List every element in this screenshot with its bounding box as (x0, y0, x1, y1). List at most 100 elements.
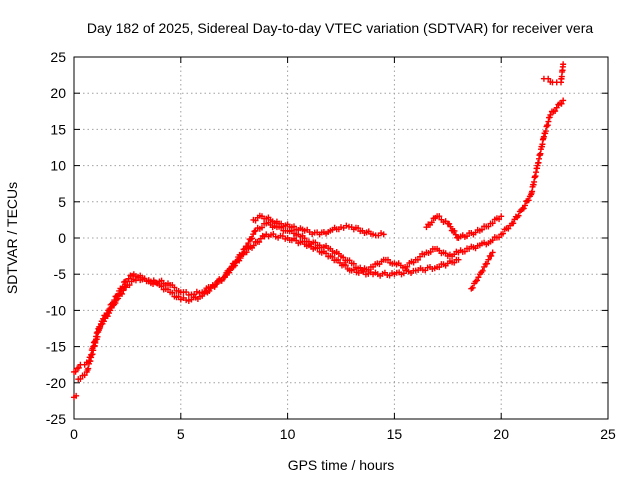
data-point-fill (104, 313, 111, 320)
data-point-fill (488, 252, 495, 259)
data-point-fill (447, 223, 454, 230)
data-point-fill (237, 255, 244, 262)
data-point-fill (81, 372, 88, 379)
data-point-fill (478, 226, 485, 233)
y-axis-label: SDTVAR / TECUs (4, 182, 20, 294)
data-point-fill (427, 248, 434, 255)
data-point (380, 231, 387, 238)
data-point-fill (91, 342, 98, 349)
data-point (455, 256, 462, 263)
data-point-fill (451, 227, 458, 234)
data-point (96, 325, 103, 332)
data-point-fill (108, 304, 115, 311)
x-tick-label: 20 (493, 426, 509, 442)
data-point-fill (126, 282, 133, 289)
data-point-fill (384, 256, 391, 263)
y-tick-label: -20 (46, 375, 66, 391)
data-point-fill (169, 289, 176, 296)
data-point-fill (475, 274, 482, 281)
y-tick-label: 20 (50, 85, 66, 101)
data-point-fill (218, 277, 225, 284)
data-point-fill (520, 205, 527, 212)
data-point-fill (158, 283, 165, 290)
data-point-fill (119, 290, 126, 297)
data-point-fill (473, 277, 480, 284)
data-point-fill (77, 375, 84, 382)
data-point-fill (428, 219, 435, 226)
y-axis: -25 -20 -15 -10 -5 0 5 10 15 20 25 (46, 49, 608, 427)
data-point-fill (436, 213, 443, 220)
y-tick-label: 10 (50, 158, 66, 174)
data-point-fill (525, 197, 532, 204)
data-point-fill (94, 333, 101, 340)
data-point-fill (522, 202, 529, 209)
data-point-fill (90, 347, 97, 354)
data-point (92, 339, 99, 346)
x-tick-label: 25 (600, 426, 616, 442)
data-point (73, 392, 80, 399)
data-point (545, 75, 552, 82)
chart-title: Day 182 of 2025, Sidereal Day-to-day VTE… (87, 20, 593, 36)
data-point-fill (87, 358, 94, 365)
data-point-fill (505, 225, 512, 232)
x-axis: 0 5 10 15 20 25 (70, 57, 616, 442)
data-point-fill (106, 310, 113, 317)
y-tick-label: 15 (50, 121, 66, 137)
data-point-fill (329, 253, 336, 260)
data-point-fill (226, 269, 233, 276)
y-tick-label: 0 (58, 230, 66, 246)
y-tick-label: -5 (54, 266, 67, 282)
data-point-fill (89, 351, 96, 358)
data-point-fill (301, 235, 308, 242)
data-point-fill (323, 250, 330, 257)
data-point-fill (489, 237, 496, 244)
data-point-fill (250, 242, 257, 249)
x-tick-label: 0 (70, 426, 78, 442)
data-point-fill (485, 223, 492, 230)
data-point-fill (469, 284, 476, 291)
y-tick-label: 25 (50, 49, 66, 65)
data-point-fill (464, 233, 471, 240)
data-point-fill (335, 256, 342, 263)
y-tick-label: -10 (46, 302, 66, 318)
data-point-fill (72, 368, 79, 375)
data-point-fill (404, 263, 411, 270)
data-point-fill (231, 262, 238, 269)
data-point (485, 256, 492, 263)
data-point (560, 61, 567, 68)
data-point-fill (221, 273, 228, 280)
data-point-fill (213, 281, 220, 288)
x-tick-label: 5 (177, 426, 185, 442)
x-tick-label: 15 (387, 426, 403, 442)
data-point-fill (350, 260, 357, 267)
data-point-fill (461, 248, 468, 255)
data-point-fill (250, 231, 257, 238)
data-point-fill (314, 245, 321, 252)
data-point-fill (206, 287, 213, 294)
data-point (547, 111, 554, 118)
data-point-fill (479, 267, 486, 274)
data-point (560, 97, 567, 104)
y-tick-label: -15 (46, 339, 66, 355)
data-point (489, 249, 496, 256)
data-point-fill (499, 230, 506, 237)
data-point (498, 213, 505, 220)
data-point-fill (120, 287, 127, 294)
y-tick-label: 5 (58, 194, 66, 210)
data-point-fill (75, 364, 82, 371)
data-point-fill (340, 254, 347, 261)
data-point-fill (85, 365, 92, 372)
data-point (553, 104, 560, 111)
grid-lines (74, 57, 608, 419)
data-point-fill (256, 239, 263, 246)
data-point-fill (115, 295, 122, 302)
x-axis-label: GPS time / hours (288, 457, 395, 473)
data-point-fill (342, 262, 349, 269)
data-point (88, 354, 95, 361)
data-point-fill (171, 284, 178, 291)
data-point-fill (245, 240, 252, 247)
data-point-fill (355, 225, 362, 232)
data-point-fill (510, 220, 517, 227)
data-point-fill (112, 300, 119, 307)
